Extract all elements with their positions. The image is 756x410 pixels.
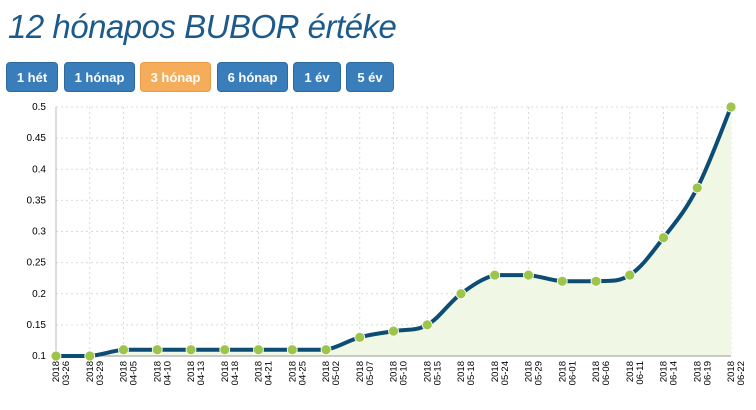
range-button-5-years[interactable]: 5 év <box>346 62 394 92</box>
series-area <box>56 107 731 356</box>
x-tick-label: 201804-05 <box>119 361 140 385</box>
x-tick-label: 201805-07 <box>355 361 376 385</box>
x-tick-label: 201804-21 <box>254 361 275 385</box>
range-button-1-month[interactable]: 1 hónap <box>64 62 135 92</box>
data-point <box>624 269 636 281</box>
y-tick-label: 0.4 <box>32 164 46 175</box>
y-tick-label: 0.5 <box>32 102 46 113</box>
data-point <box>590 275 602 287</box>
y-tick-label: 0.2 <box>32 289 46 300</box>
x-tick-label: 201806-22 <box>726 361 747 385</box>
x-tick-label: 201805-10 <box>389 361 410 385</box>
data-point <box>388 325 399 337</box>
range-button-1-week[interactable]: 1 hét <box>6 62 58 92</box>
x-tick-label: 201805-24 <box>490 361 511 385</box>
data-point <box>725 101 737 113</box>
data-point <box>691 182 703 194</box>
data-point <box>286 344 298 356</box>
x-tick-label: 201803-26 <box>51 361 72 385</box>
bubor-line-chart: 0.1 0.15 0.2 0.25 0.3 0.35 0.4 0.45 0.5 201803-26… <box>27 101 747 385</box>
data-point <box>118 344 129 356</box>
x-tick-label: 201804-25 <box>287 361 308 385</box>
y-tick-label: 0.1 <box>32 351 46 362</box>
y-tick-label: 0.15 <box>27 320 47 331</box>
data-point <box>421 319 433 331</box>
x-tick-label: 201804-13 <box>186 361 207 385</box>
data-point <box>253 344 264 356</box>
range-button-1-year[interactable]: 1 év <box>293 62 341 92</box>
data-point <box>320 344 332 356</box>
data-point <box>354 331 366 343</box>
data-point <box>523 269 534 281</box>
data-point <box>84 350 96 362</box>
x-tick-label: 201805-29 <box>524 361 545 385</box>
y-tick-label: 0.3 <box>32 227 46 238</box>
x-tick-label: 201805-18 <box>456 361 477 385</box>
data-point <box>556 275 568 287</box>
y-tick-label: 0.45 <box>27 133 47 144</box>
page-title: 12 hónapos BUBOR értéke <box>8 8 397 45</box>
data-point <box>455 288 467 300</box>
data-point <box>185 344 197 356</box>
data-point <box>151 344 163 356</box>
data-point <box>658 232 669 244</box>
x-tick-label: 201806-01 <box>557 361 578 385</box>
range-button-3-months[interactable]: 3 hónap <box>140 62 211 92</box>
range-button-6-months[interactable]: 6 hónap <box>217 62 288 92</box>
y-tick-label: 0.35 <box>27 195 47 206</box>
x-tick-label: 201806-11 <box>625 361 646 385</box>
x-tick-label: 201806-14 <box>659 361 680 385</box>
x-tick-label: 201805-15 <box>422 361 443 385</box>
x-tick-label: 201806-19 <box>692 361 713 385</box>
y-tick-label: 0.25 <box>27 258 47 269</box>
data-point <box>50 350 62 362</box>
x-tick-label: 201804-10 <box>152 361 173 385</box>
data-point <box>219 344 231 356</box>
x-tick-label: 201803-29 <box>85 361 106 385</box>
x-tick-label: 201805-02 <box>321 361 342 385</box>
x-tick-label: 201804-18 <box>220 361 241 385</box>
x-tick-label: 201806-06 <box>591 361 612 385</box>
data-point <box>489 269 501 281</box>
